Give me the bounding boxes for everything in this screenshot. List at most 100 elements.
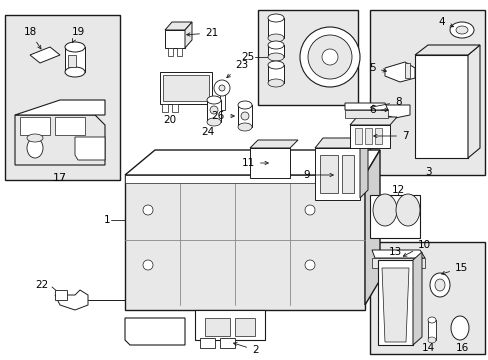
- Polygon shape: [125, 150, 379, 175]
- Text: 26: 26: [211, 111, 234, 121]
- Text: 22: 22: [35, 280, 48, 290]
- Text: 13: 13: [387, 247, 401, 257]
- Ellipse shape: [427, 337, 435, 343]
- Text: 17: 17: [53, 173, 67, 183]
- Text: 20: 20: [163, 115, 176, 125]
- Text: 19: 19: [71, 27, 84, 42]
- Ellipse shape: [238, 123, 251, 131]
- Polygon shape: [314, 148, 359, 200]
- Ellipse shape: [219, 85, 224, 91]
- Ellipse shape: [449, 22, 473, 38]
- Polygon shape: [345, 110, 387, 118]
- Bar: [220, 338, 235, 348]
- Ellipse shape: [429, 273, 449, 297]
- Ellipse shape: [427, 317, 435, 323]
- Text: 12: 12: [390, 185, 404, 195]
- Ellipse shape: [372, 194, 396, 226]
- Polygon shape: [364, 150, 379, 305]
- Polygon shape: [345, 103, 387, 110]
- Polygon shape: [184, 22, 192, 48]
- Text: 14: 14: [421, 343, 434, 353]
- Polygon shape: [414, 55, 467, 158]
- Ellipse shape: [206, 118, 221, 126]
- Polygon shape: [377, 260, 412, 345]
- Ellipse shape: [267, 53, 284, 61]
- Text: 15: 15: [441, 263, 468, 275]
- Ellipse shape: [142, 260, 153, 270]
- Polygon shape: [349, 125, 389, 148]
- Polygon shape: [381, 268, 408, 342]
- Ellipse shape: [321, 49, 337, 65]
- Polygon shape: [195, 310, 264, 340]
- Ellipse shape: [299, 27, 359, 87]
- Ellipse shape: [267, 79, 284, 87]
- Bar: [65, 47, 85, 72]
- Bar: [220, 92, 224, 110]
- Bar: [235, 318, 254, 336]
- Bar: [172, 104, 178, 112]
- Polygon shape: [15, 115, 105, 165]
- Text: 1: 1: [103, 215, 110, 225]
- Bar: [200, 338, 215, 348]
- Text: 5: 5: [368, 63, 386, 73]
- Bar: [341, 155, 353, 193]
- Bar: [238, 105, 251, 127]
- Ellipse shape: [65, 42, 85, 52]
- Polygon shape: [369, 195, 419, 238]
- Bar: [319, 155, 337, 193]
- Ellipse shape: [267, 41, 284, 49]
- Text: 21: 21: [186, 28, 218, 38]
- Bar: [55, 117, 85, 135]
- Text: 8: 8: [370, 97, 401, 108]
- Text: 6: 6: [368, 105, 387, 115]
- Polygon shape: [249, 140, 297, 148]
- Ellipse shape: [395, 194, 419, 226]
- Bar: [206, 100, 221, 122]
- Ellipse shape: [455, 26, 467, 34]
- Bar: [20, 117, 50, 135]
- Ellipse shape: [434, 279, 444, 291]
- Bar: [427, 320, 435, 340]
- Bar: [374, 128, 381, 144]
- Bar: [364, 128, 371, 144]
- Ellipse shape: [305, 260, 314, 270]
- Bar: [125, 175, 364, 183]
- Text: 3: 3: [424, 167, 430, 177]
- Bar: [5, 15, 120, 180]
- Polygon shape: [414, 45, 479, 55]
- Bar: [204, 318, 229, 336]
- Ellipse shape: [27, 134, 43, 142]
- Bar: [177, 48, 182, 56]
- Polygon shape: [384, 62, 414, 82]
- Bar: [267, 65, 284, 83]
- Polygon shape: [384, 105, 409, 118]
- Text: 7: 7: [373, 131, 408, 141]
- Bar: [267, 18, 284, 38]
- Polygon shape: [75, 137, 105, 160]
- Polygon shape: [371, 250, 424, 258]
- Bar: [369, 242, 484, 354]
- Ellipse shape: [305, 205, 314, 215]
- Ellipse shape: [267, 61, 284, 69]
- Polygon shape: [314, 138, 367, 148]
- Bar: [258, 10, 357, 105]
- Bar: [168, 48, 173, 56]
- Bar: [163, 75, 208, 101]
- Polygon shape: [467, 45, 479, 158]
- Ellipse shape: [209, 106, 218, 114]
- Text: 16: 16: [454, 343, 468, 353]
- Ellipse shape: [450, 316, 468, 340]
- Ellipse shape: [267, 34, 284, 42]
- Bar: [267, 45, 284, 57]
- Ellipse shape: [241, 112, 248, 120]
- Text: 9: 9: [303, 170, 333, 180]
- Ellipse shape: [65, 67, 85, 77]
- Bar: [160, 72, 212, 104]
- Polygon shape: [164, 22, 192, 30]
- Text: 24: 24: [201, 127, 214, 137]
- Polygon shape: [249, 148, 289, 178]
- Text: 10: 10: [403, 240, 430, 256]
- Ellipse shape: [238, 101, 251, 109]
- Bar: [354, 128, 361, 144]
- Bar: [68, 55, 76, 67]
